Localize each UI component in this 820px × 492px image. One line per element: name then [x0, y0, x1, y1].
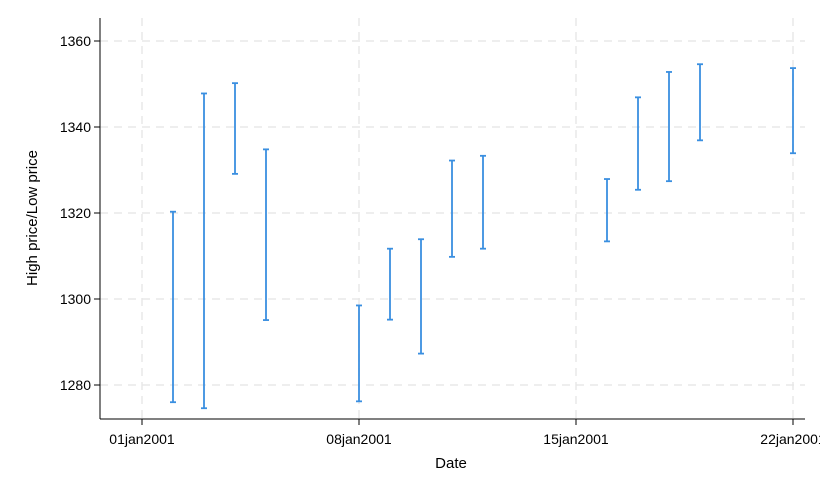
y-tick-label: 1320: [60, 205, 91, 221]
range-bar: [387, 247, 393, 321]
x-tick-label: 22jan2001: [760, 431, 820, 447]
x-axis-title: Date: [435, 455, 467, 472]
range-bar: [666, 71, 672, 183]
x-tick-label: 15jan2001: [543, 431, 609, 447]
range-bar: [170, 210, 176, 404]
range-bar: [232, 82, 238, 175]
x-tick-label: 08jan2001: [326, 431, 392, 447]
y-tick-label: 1360: [60, 33, 91, 49]
range-bar: [201, 92, 207, 410]
range-bar: [635, 96, 641, 191]
y-tick-label: 1300: [60, 291, 91, 307]
range-bar: [356, 304, 362, 403]
y-tick-label: 1340: [60, 119, 91, 135]
range-bar: [449, 159, 455, 258]
ticks: 1280 1300 1320 1340 1360 01jan2001 08jan2001 15…: [60, 33, 820, 447]
range-bars: [170, 63, 796, 410]
range-bar: [263, 148, 269, 321]
x-tick-label: 01jan2001: [109, 431, 175, 447]
y-tick-label: 1280: [60, 377, 91, 393]
axes: [99, 18, 805, 420]
range-bar: [697, 63, 703, 142]
range-bar: [418, 238, 424, 355]
range-bar: [480, 154, 486, 250]
y-axis-title: High price/Low price: [24, 150, 41, 286]
range-bar: [604, 178, 610, 243]
range-bar: [790, 67, 796, 155]
